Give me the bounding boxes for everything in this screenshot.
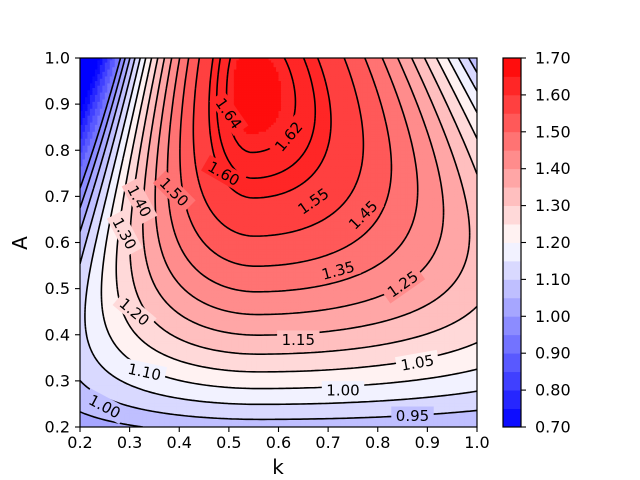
contour-figure: 1.641.621.601.551.501.451.401.301.35 1.25… [0, 0, 640, 480]
